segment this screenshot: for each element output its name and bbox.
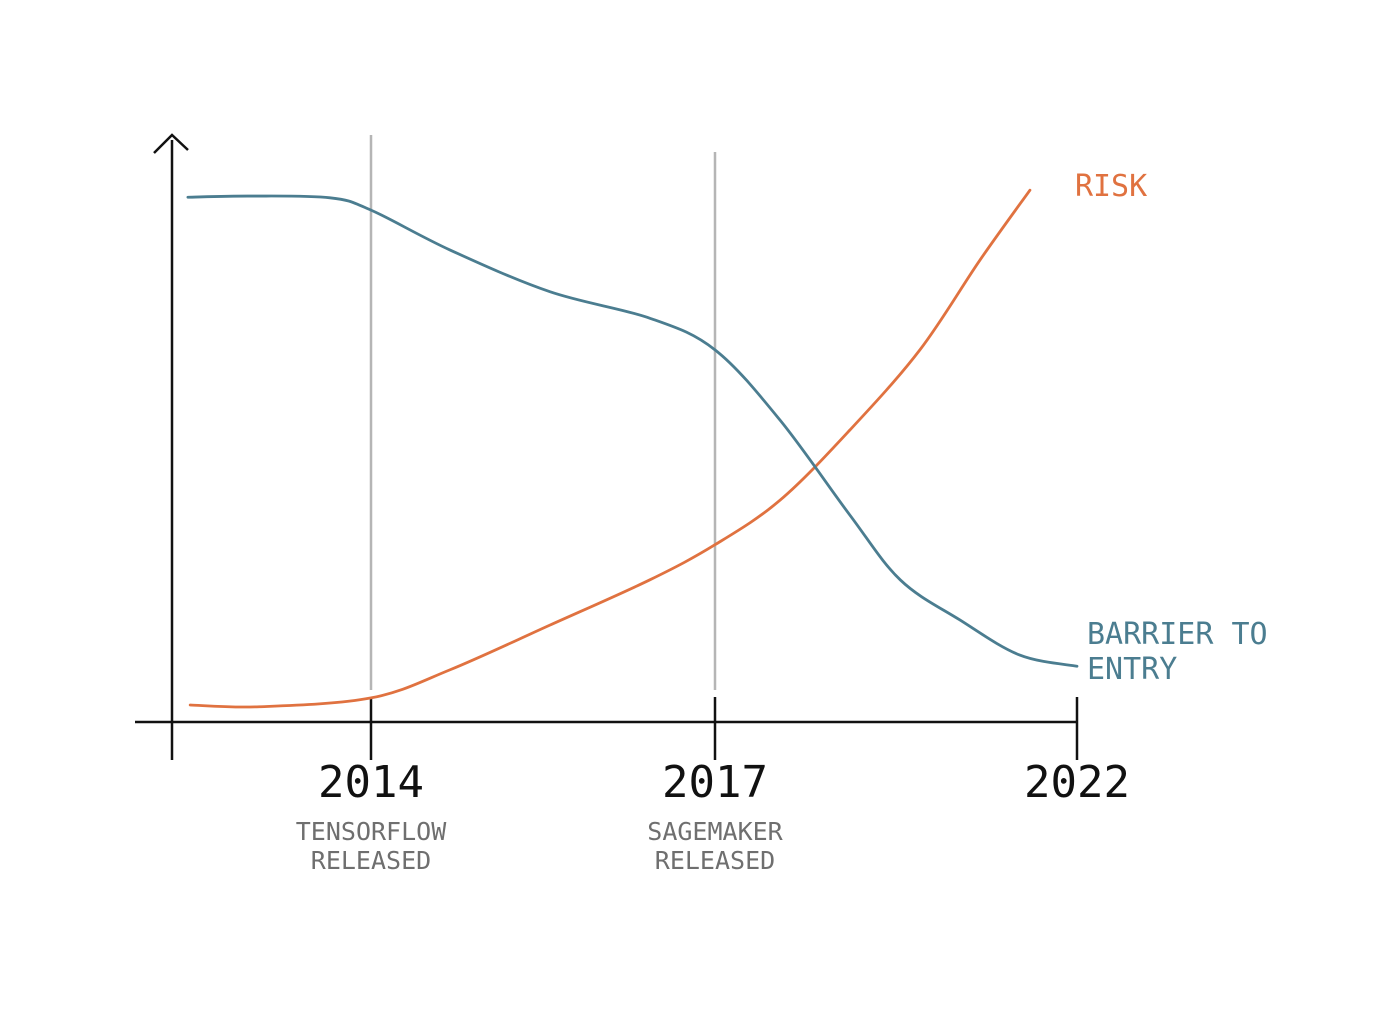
series-line <box>188 188 1032 709</box>
x-tick-label: 2017 <box>662 757 768 808</box>
annotation-text: TENSORFLOW RELEASED <box>295 817 447 875</box>
x-tick-label: 2014 <box>318 757 424 808</box>
series-line <box>186 194 1079 668</box>
x-tick-label: 2022 <box>1024 757 1130 808</box>
series-label: BARRIER TO ENTRY <box>1087 617 1268 687</box>
y-axis-arrow <box>153 133 189 154</box>
series-label: RISK <box>1074 169 1148 205</box>
annotation-text: SAGEMAKER RELEASED <box>647 817 783 875</box>
